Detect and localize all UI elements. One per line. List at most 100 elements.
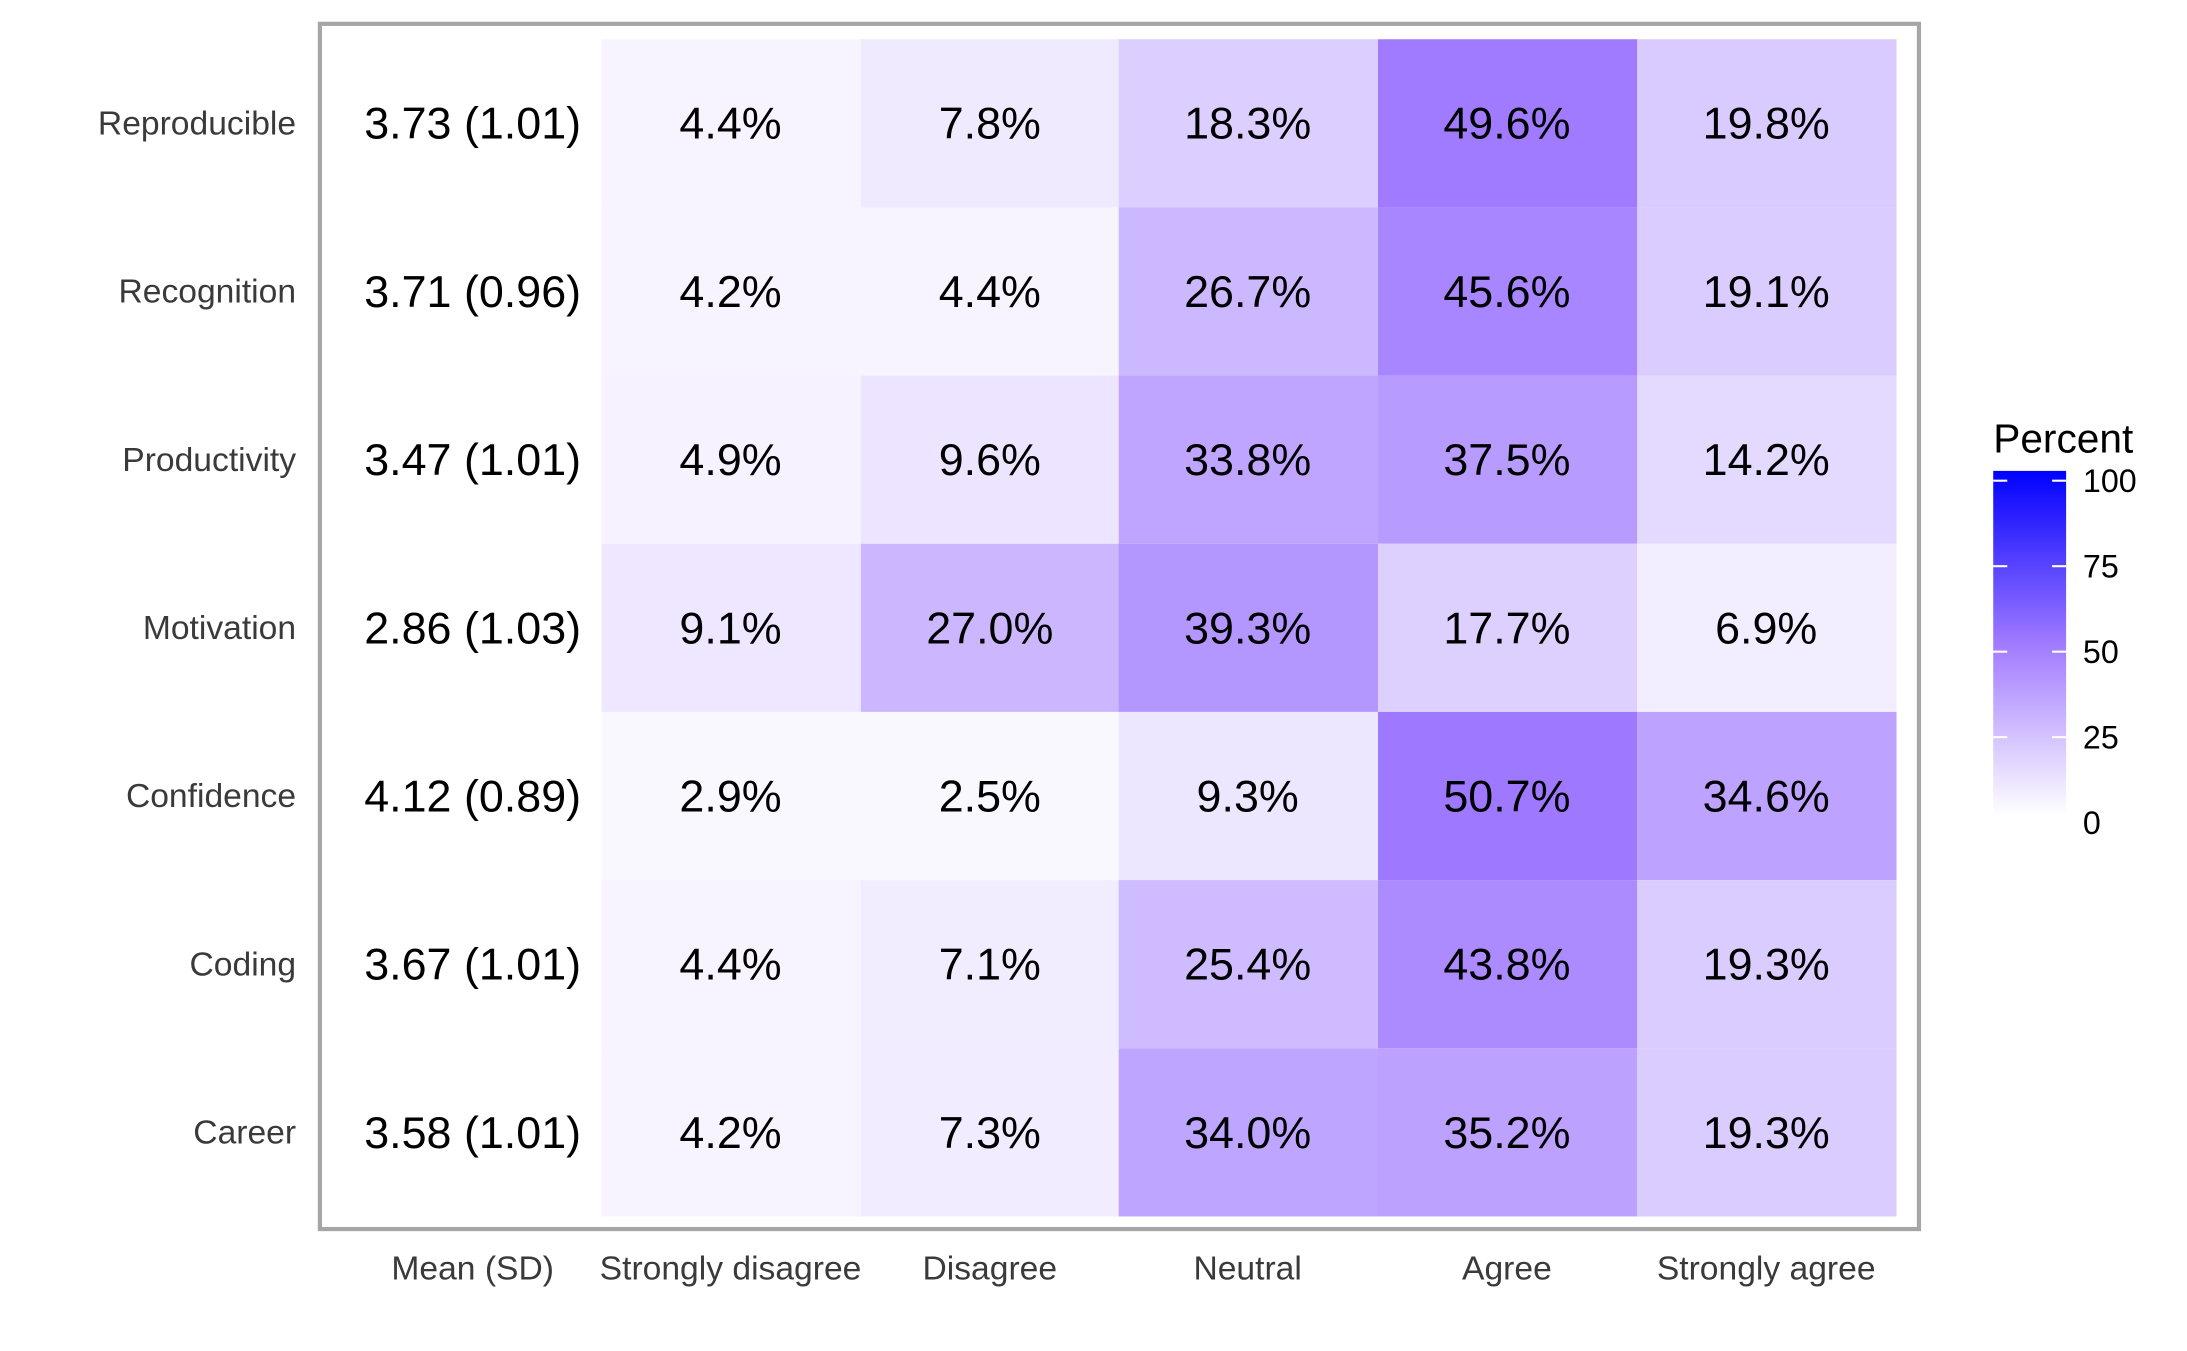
cell-coding-neutral xyxy=(1118,880,1378,1049)
cell-reproducible-disagree xyxy=(860,39,1121,208)
cell-label-recognition-agree: 45.6% xyxy=(1443,266,1570,317)
mean-sd-motivation: 2.86 (1.03) xyxy=(364,602,581,653)
column-label-strongly-disagree: Strongly disagree xyxy=(600,1251,862,1288)
cell-recognition-strongly-agree xyxy=(1637,207,1897,376)
cell-label-coding-agree: 43.8% xyxy=(1443,939,1570,990)
cell-label-productivity-disagree: 9.6% xyxy=(939,434,1041,485)
cell-reproducible-neutral xyxy=(1118,39,1378,208)
cell-reproducible-strongly-disagree xyxy=(601,39,861,208)
row-label-career: Career xyxy=(193,1115,296,1152)
mean-sd-reproducible: 3.73 (1.01) xyxy=(364,98,581,149)
mean-sd-career: 3.58 (1.01) xyxy=(364,1107,581,1158)
cell-label-reproducible-neutral: 18.3% xyxy=(1184,98,1311,149)
cell-label-recognition-disagree: 4.4% xyxy=(939,266,1041,317)
cell-career-agree xyxy=(1377,1048,1638,1217)
cell-label-coding-disagree: 7.1% xyxy=(939,939,1041,990)
cell-career-neutral xyxy=(1118,1048,1378,1217)
row-label-reproducible: Reproducible xyxy=(98,106,296,143)
cell-label-reproducible-strongly-disagree: 4.4% xyxy=(679,98,781,149)
cell-coding-strongly-disagree xyxy=(601,880,861,1049)
row-label-confidence: Confidence xyxy=(126,778,296,815)
cell-productivity-neutral xyxy=(1118,375,1378,544)
cell-productivity-strongly-agree xyxy=(1637,375,1897,544)
cell-label-motivation-strongly-agree: 6.9% xyxy=(1715,602,1817,653)
cell-career-strongly-disagree xyxy=(601,1048,861,1217)
column-label-mean-sd: Mean (SD) xyxy=(391,1251,554,1288)
cell-productivity-strongly-disagree xyxy=(601,375,861,544)
cell-label-productivity-strongly-disagree: 4.9% xyxy=(679,434,781,485)
cell-motivation-disagree xyxy=(860,543,1121,712)
row-label-coding: Coding xyxy=(190,946,297,983)
cell-recognition-agree xyxy=(1377,207,1638,376)
legend-title: Percent xyxy=(1993,416,2133,462)
cell-recognition-disagree xyxy=(860,207,1121,376)
cell-label-coding-strongly-disagree: 4.4% xyxy=(679,939,781,990)
cell-motivation-neutral xyxy=(1118,543,1378,712)
cell-motivation-strongly-disagree xyxy=(601,543,861,712)
cell-label-career-strongly-agree: 19.3% xyxy=(1703,1107,1830,1158)
cell-confidence-neutral xyxy=(1118,711,1378,881)
column-label-agree: Agree xyxy=(1462,1251,1552,1288)
cell-label-reproducible-agree: 49.6% xyxy=(1443,98,1570,149)
cell-label-recognition-strongly-disagree: 4.2% xyxy=(679,266,781,317)
column-label-strongly-agree: Strongly agree xyxy=(1657,1251,1876,1288)
cell-label-coding-strongly-agree: 19.3% xyxy=(1703,939,1830,990)
cell-productivity-agree xyxy=(1377,375,1638,544)
cell-confidence-disagree xyxy=(860,711,1121,881)
heatmap-cells: 3.73 (1.01) 4.4% 7.8% 18.3% 49.6% 19.8% 3.71 (… xyxy=(364,39,1897,1217)
cell-label-career-strongly-disagree: 4.2% xyxy=(679,1107,781,1158)
cell-label-productivity-strongly-agree: 14.2% xyxy=(1703,434,1830,485)
cell-label-career-neutral: 34.0% xyxy=(1184,1107,1311,1158)
cell-label-confidence-agree: 50.7% xyxy=(1443,770,1570,821)
row-labels: Reproducible Recognition Productivity Motiv… xyxy=(98,106,296,1152)
cell-label-productivity-neutral: 33.8% xyxy=(1184,434,1311,485)
cell-label-confidence-disagree: 2.5% xyxy=(939,770,1041,821)
mean-sd-confidence: 4.12 (0.89) xyxy=(364,770,581,821)
legend-colorbar xyxy=(1993,470,2067,816)
cell-label-reproducible-disagree: 7.8% xyxy=(939,98,1041,149)
cell-career-disagree xyxy=(860,1048,1121,1217)
row-label-productivity: Productivity xyxy=(122,442,296,479)
cell-motivation-agree xyxy=(1377,543,1638,712)
cell-label-motivation-disagree: 27.0% xyxy=(926,602,1053,653)
cell-label-productivity-agree: 37.5% xyxy=(1443,434,1570,485)
row-label-recognition: Recognition xyxy=(118,274,296,311)
column-label-disagree: Disagree xyxy=(923,1251,1058,1288)
cell-coding-strongly-agree xyxy=(1637,880,1897,1049)
cell-reproducible-strongly-agree xyxy=(1637,39,1897,208)
cell-label-motivation-neutral: 39.3% xyxy=(1184,602,1311,653)
cell-label-coding-neutral: 25.4% xyxy=(1184,939,1311,990)
legend-tick-label: 25 xyxy=(2083,719,2119,755)
legend-ticks: 0 25 50 75 100 xyxy=(1993,463,2137,841)
cell-label-recognition-neutral: 26.7% xyxy=(1184,266,1311,317)
cell-confidence-strongly-disagree xyxy=(601,711,861,881)
cell-label-confidence-strongly-disagree: 2.9% xyxy=(679,770,781,821)
cell-coding-agree xyxy=(1377,880,1638,1049)
cell-label-career-agree: 35.2% xyxy=(1443,1107,1570,1158)
mean-sd-productivity: 3.47 (1.01) xyxy=(364,434,581,485)
cell-label-career-disagree: 7.3% xyxy=(939,1107,1041,1158)
cell-confidence-agree xyxy=(1377,711,1638,881)
cell-label-confidence-strongly-agree: 34.6% xyxy=(1703,770,1830,821)
cell-label-confidence-neutral: 9.3% xyxy=(1197,770,1299,821)
legend-tick-label: 100 xyxy=(2083,463,2137,499)
cell-coding-disagree xyxy=(860,880,1121,1049)
legend: Percent 0 25 50 75 100 xyxy=(1993,416,2137,841)
column-label-neutral: Neutral xyxy=(1193,1251,1301,1288)
mean-sd-coding: 3.67 (1.01) xyxy=(364,939,581,990)
row-label-motivation: Motivation xyxy=(143,610,296,647)
cell-motivation-strongly-agree xyxy=(1637,543,1897,712)
plot-frame xyxy=(317,21,1922,1232)
cell-recognition-strongly-disagree xyxy=(601,207,861,376)
cell-recognition-neutral xyxy=(1118,207,1378,376)
cell-label-recognition-strongly-agree: 19.1% xyxy=(1703,266,1830,317)
column-labels: Mean (SD) Strongly disagree Disagree Neutra… xyxy=(391,1251,1875,1288)
cell-label-motivation-strongly-disagree: 9.1% xyxy=(679,602,781,653)
legend-tick-label: 75 xyxy=(2083,548,2119,584)
cell-confidence-strongly-agree xyxy=(1637,711,1897,881)
legend-tick-label: 50 xyxy=(2083,634,2119,670)
cell-label-motivation-agree: 17.7% xyxy=(1443,602,1570,653)
cell-label-reproducible-strongly-agree: 19.8% xyxy=(1703,98,1830,149)
cell-career-strongly-agree xyxy=(1637,1048,1897,1217)
